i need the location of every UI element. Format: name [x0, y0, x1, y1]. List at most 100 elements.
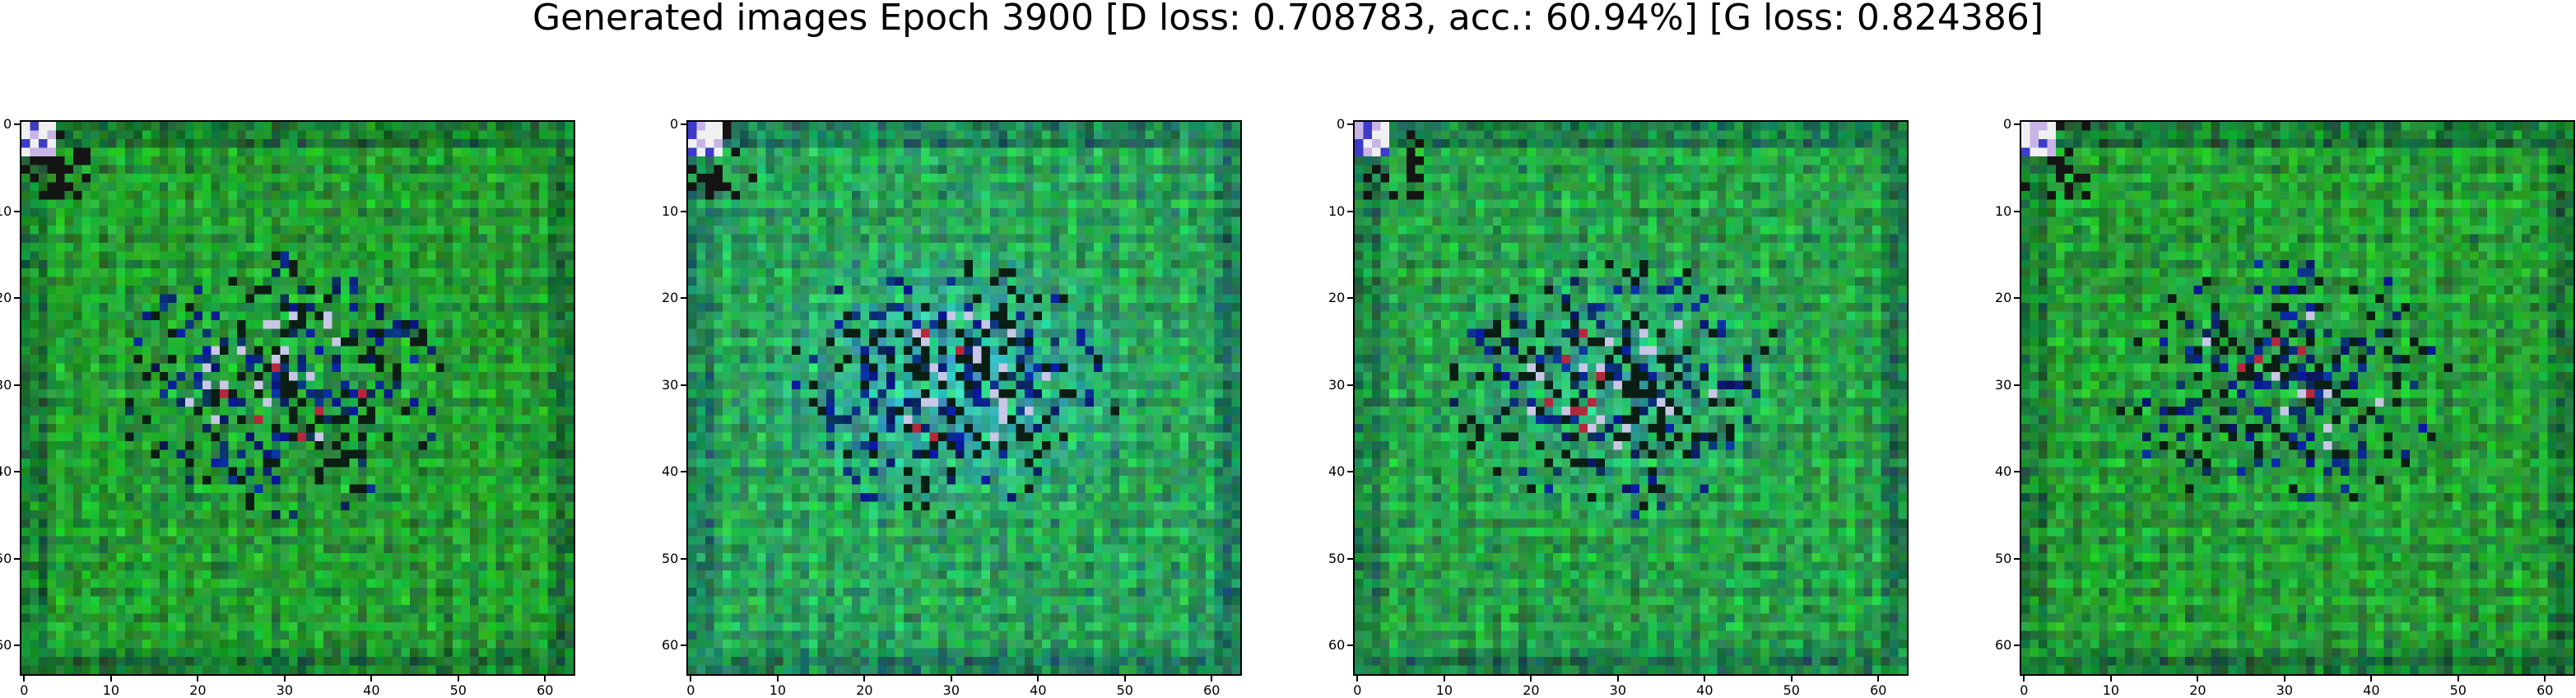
x-tick-label: 40: [363, 682, 380, 698]
x-tick-label: 50: [2449, 682, 2467, 698]
y-tick-label: 30: [1328, 376, 1346, 393]
x-tick-label: 10: [102, 682, 120, 698]
x-tick: [1123, 676, 1126, 682]
y-tick-label: 50: [1328, 550, 1346, 566]
x-tick-label: 0: [20, 682, 29, 698]
generated-image-2: [686, 120, 1242, 676]
x-tick: [23, 676, 26, 682]
x-tick: [457, 676, 459, 682]
x-tick: [544, 676, 546, 682]
x-tick: [1704, 676, 1706, 682]
x-tick: [1616, 676, 1619, 682]
y-tick: [1347, 471, 1353, 473]
y-tick: [681, 210, 686, 212]
y-tick: [681, 471, 686, 473]
generated-image-3-pixels: [1355, 122, 1907, 674]
x-tick: [2023, 676, 2025, 682]
x-tick-label: 20: [2189, 682, 2206, 698]
y-tick: [681, 557, 686, 560]
x-tick: [283, 676, 286, 682]
y-tick: [681, 644, 686, 647]
x-tick: [197, 676, 199, 682]
y-tick-label: 20: [1328, 290, 1346, 306]
y-tick: [2014, 471, 2020, 473]
y-tick: [1347, 210, 1353, 212]
x-tick-label: 60: [1203, 682, 1221, 698]
y-tick: [1347, 557, 1353, 560]
x-tick-label: 0: [2020, 682, 2029, 698]
x-tick-label: 30: [1609, 682, 1627, 698]
x-tick-label: 0: [686, 682, 695, 698]
y-tick-label: 20: [0, 290, 12, 306]
x-tick-label: 30: [2276, 682, 2294, 698]
x-tick-label: 50: [1783, 682, 1800, 698]
x-tick: [2109, 676, 2112, 682]
generated-image-3: [1353, 120, 1909, 676]
x-tick-label: 30: [942, 682, 960, 698]
figure-title: Generated images Epoch 3900 [D loss: 0.7…: [532, 0, 2044, 39]
y-tick: [2014, 644, 2020, 647]
x-tick: [2370, 676, 2373, 682]
y-tick: [681, 297, 686, 300]
x-tick-label: 40: [2363, 682, 2380, 698]
y-tick-label: 30: [0, 376, 12, 393]
y-tick-label: 10: [1328, 202, 1346, 219]
y-tick-label: 60: [1995, 637, 2012, 654]
y-tick-label: 50: [0, 550, 12, 566]
x-tick: [1211, 676, 1213, 682]
generated-image-4: [2020, 120, 2575, 676]
x-tick: [776, 676, 779, 682]
y-tick-label: 0: [3, 116, 12, 133]
y-tick: [2014, 557, 2020, 560]
y-tick: [14, 210, 20, 212]
y-tick: [2014, 297, 2020, 300]
x-tick: [2197, 676, 2199, 682]
y-tick-label: 50: [662, 550, 679, 566]
x-tick-label: 0: [1353, 682, 1362, 698]
y-tick-label: 0: [670, 116, 679, 133]
x-tick: [109, 676, 112, 682]
y-tick: [1347, 297, 1353, 300]
y-tick-label: 20: [1995, 290, 2012, 306]
generated-image-1-pixels: [21, 122, 574, 674]
y-tick: [14, 644, 20, 647]
x-tick: [1790, 676, 1793, 682]
x-tick: [690, 676, 692, 682]
y-tick: [1347, 123, 1353, 126]
y-tick-label: 50: [1995, 550, 2012, 566]
x-tick-label: 60: [1870, 682, 1887, 698]
y-tick: [14, 384, 20, 386]
x-tick-label: 60: [2536, 682, 2554, 698]
x-tick: [2544, 676, 2546, 682]
y-tick: [14, 557, 20, 560]
x-tick-label: 20: [189, 682, 207, 698]
x-tick-label: 40: [1696, 682, 1713, 698]
y-tick: [14, 123, 20, 126]
y-tick-label: 0: [2003, 116, 2012, 133]
x-tick: [2283, 676, 2285, 682]
x-tick: [1443, 676, 1445, 682]
y-tick-label: 30: [662, 376, 679, 393]
x-tick-label: 20: [1523, 682, 1540, 698]
y-tick-label: 40: [1328, 463, 1346, 480]
x-tick: [2457, 676, 2459, 682]
y-tick: [14, 471, 20, 473]
x-tick-label: 30: [276, 682, 294, 698]
generated-image-2-pixels: [688, 122, 1240, 674]
x-tick-label: 20: [856, 682, 873, 698]
y-tick: [2014, 123, 2020, 126]
y-tick-label: 0: [1337, 116, 1346, 133]
y-tick-label: 60: [662, 637, 679, 654]
y-tick: [1347, 384, 1353, 386]
y-tick-label: 40: [1995, 463, 2012, 480]
y-tick-label: 40: [662, 463, 679, 480]
x-tick: [863, 676, 866, 682]
y-tick-label: 20: [662, 290, 679, 306]
y-tick-label: 10: [0, 202, 12, 219]
y-tick: [681, 384, 686, 386]
x-tick-label: 40: [1030, 682, 1047, 698]
y-tick: [681, 123, 686, 126]
y-tick: [14, 297, 20, 300]
x-tick-label: 50: [449, 682, 467, 698]
y-tick-label: 60: [1328, 637, 1346, 654]
